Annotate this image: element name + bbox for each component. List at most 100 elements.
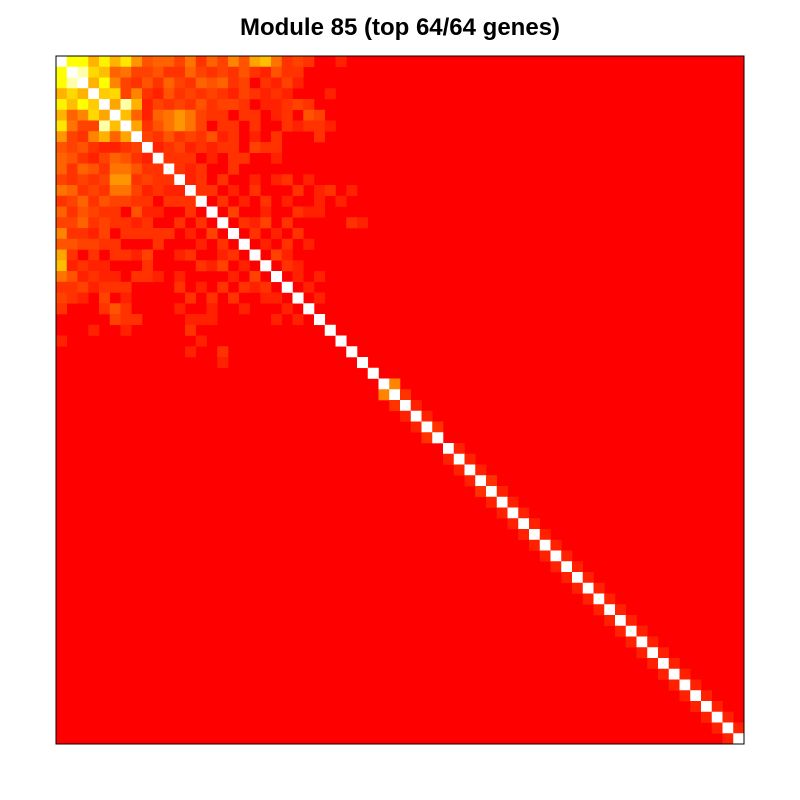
heatmap-cell — [539, 550, 551, 562]
heatmap-cell — [109, 131, 121, 143]
heatmap-cell — [271, 109, 283, 121]
heatmap-cell — [109, 217, 121, 229]
heatmap-diagonal-cell — [260, 260, 272, 272]
heatmap-cell — [88, 174, 100, 186]
heatmap-cell — [185, 109, 197, 121]
heatmap-cell — [185, 174, 197, 186]
heatmap-cell — [314, 131, 326, 143]
heatmap-cell — [217, 120, 229, 132]
heatmap-cell — [195, 314, 207, 326]
heatmap-cell — [174, 163, 186, 175]
heatmap-cell — [88, 142, 100, 154]
heatmap-cell — [271, 249, 283, 261]
heatmap-cell — [281, 174, 293, 186]
heatmap-cell — [249, 217, 261, 229]
heatmap-cell — [99, 77, 111, 89]
heatmap-cell — [163, 228, 175, 240]
heatmap-cell — [217, 174, 229, 186]
heatmap-cell — [185, 77, 197, 89]
heatmap-cell — [77, 206, 89, 218]
heatmap-cell — [228, 77, 240, 89]
heatmap-cell — [163, 56, 175, 68]
heatmap-diagonal-cell — [658, 658, 670, 670]
heatmap-cell — [346, 217, 358, 229]
heatmap-cell — [56, 120, 68, 132]
heatmap-cell — [346, 185, 358, 197]
heatmap-cell — [109, 163, 121, 175]
heatmap-cell — [625, 636, 637, 648]
heatmap-cell — [77, 163, 89, 175]
heatmap-cell — [109, 303, 121, 315]
heatmap-cell — [77, 271, 89, 283]
heatmap-cell — [195, 142, 207, 154]
heatmap-diagonal-cell — [593, 593, 605, 605]
heatmap-cell — [77, 260, 89, 272]
heatmap-cell — [56, 260, 68, 272]
heatmap-cell — [228, 66, 240, 78]
heatmap-diagonal-cell — [346, 346, 358, 358]
heatmap-cell — [195, 217, 207, 229]
heatmap-diagonal-cell — [142, 142, 154, 154]
heatmap-cell — [292, 271, 304, 283]
heatmap-cell — [131, 152, 143, 164]
heatmap-cell — [120, 66, 132, 78]
heatmap-cell — [271, 99, 283, 111]
heatmap-cell — [217, 77, 229, 89]
heatmap-cell — [88, 217, 100, 229]
heatmap-diagonal-cell — [443, 443, 455, 455]
heatmap-cell — [163, 174, 175, 186]
heatmap-cell — [228, 271, 240, 283]
heatmap-cell — [475, 464, 487, 476]
heatmap-cell — [152, 228, 164, 240]
heatmap-cell — [281, 120, 293, 132]
heatmap-cell — [152, 271, 164, 283]
heatmap-cell — [142, 217, 154, 229]
heatmap-cell — [185, 324, 197, 336]
heatmap-cell — [56, 238, 68, 250]
heatmap-cell — [56, 271, 68, 283]
heatmap-diagonal-cell — [303, 303, 315, 315]
heatmap-cell — [163, 185, 175, 197]
heatmap-cell — [131, 88, 143, 100]
heatmap-cell — [120, 77, 132, 89]
heatmap-cell — [88, 77, 100, 89]
heatmap-cell — [56, 335, 68, 347]
heatmap-cell — [647, 658, 659, 670]
heatmap-diagonal-cell — [120, 120, 132, 132]
heatmap-cell — [260, 88, 272, 100]
heatmap-cell — [238, 195, 250, 207]
heatmap-cell — [217, 281, 229, 293]
heatmap-cell — [66, 131, 78, 143]
heatmap-diagonal-cell — [109, 109, 121, 121]
heatmap-cell — [174, 66, 186, 78]
heatmap-diagonal-cell — [238, 238, 250, 250]
heatmap-cell — [324, 185, 336, 197]
heatmap-cell — [109, 195, 121, 207]
heatmap-cell — [292, 99, 304, 111]
heatmap-cell — [206, 109, 218, 121]
heatmap-cell — [185, 292, 197, 304]
heatmap-cell — [109, 174, 121, 186]
heatmap-cell — [206, 77, 218, 89]
heatmap-cell — [195, 185, 207, 197]
heatmap-cell — [217, 346, 229, 358]
heatmap-cell — [217, 195, 229, 207]
heatmap-cell — [174, 195, 186, 207]
heatmap-cell — [99, 142, 111, 154]
heatmap-cell — [185, 120, 197, 132]
heatmap-cell — [66, 56, 78, 68]
heatmap-cell — [507, 496, 519, 508]
heatmap-cell — [195, 77, 207, 89]
heatmap-cell — [679, 668, 691, 680]
heatmap-cell — [131, 228, 143, 240]
heatmap-cell — [217, 249, 229, 261]
heatmap-cell — [66, 271, 78, 283]
heatmap-cell — [66, 152, 78, 164]
heatmap-diagonal-cell — [195, 195, 207, 207]
heatmap-diagonal-cell — [228, 228, 240, 240]
heatmap-cell — [131, 271, 143, 283]
heatmap-cell — [561, 572, 573, 584]
heatmap-cell — [66, 142, 78, 154]
heatmap-cell — [281, 260, 293, 272]
heatmap-cell — [77, 281, 89, 293]
